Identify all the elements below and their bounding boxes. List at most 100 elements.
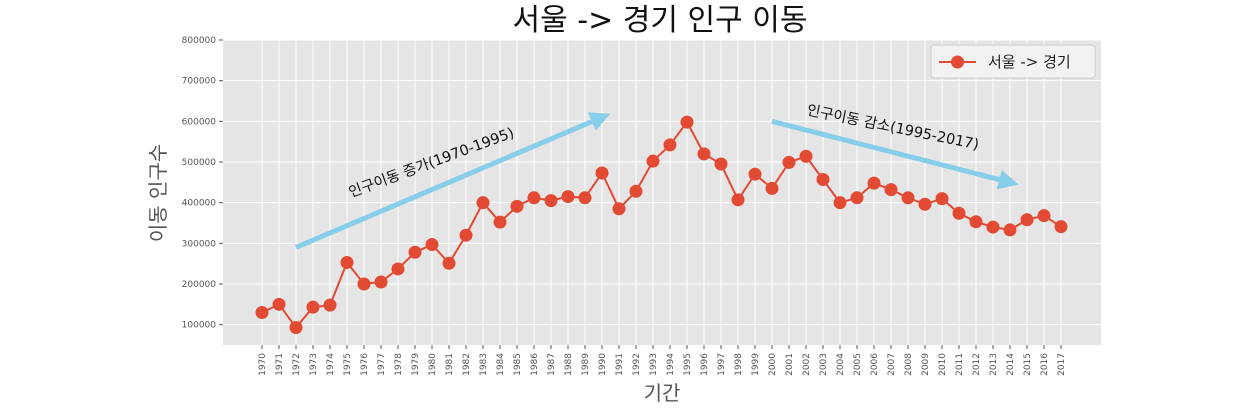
y-tick-label: 800000 <box>182 36 217 46</box>
y-tick-label: 400000 <box>182 199 217 209</box>
data-point <box>442 256 456 270</box>
data-point <box>714 157 728 171</box>
data-point <box>374 275 388 289</box>
x-tick-label: 2012 <box>972 353 982 376</box>
data-point <box>459 228 473 242</box>
x-tick-label: 1975 <box>343 353 353 376</box>
data-point <box>1003 223 1017 237</box>
plot-area <box>223 40 1101 345</box>
x-tick-label: 1981 <box>445 353 455 376</box>
data-point <box>391 262 405 276</box>
data-point <box>952 206 966 220</box>
x-tick-label: 2015 <box>1023 353 1033 376</box>
data-point <box>408 245 422 259</box>
x-tick-label: 2009 <box>921 353 931 376</box>
x-tick-label: 1996 <box>700 353 710 376</box>
data-point <box>357 277 371 291</box>
data-point <box>986 220 1000 234</box>
x-tick-label: 1986 <box>530 353 540 376</box>
data-point <box>1037 209 1051 223</box>
x-tick-label: 1974 <box>326 353 336 376</box>
x-tick-label: 1977 <box>377 353 387 376</box>
x-tick-label: 1985 <box>513 353 523 376</box>
x-tick-label: 1971 <box>275 353 285 376</box>
x-tick-label: 1978 <box>394 353 404 376</box>
x-tick-label: 2005 <box>853 353 863 376</box>
data-point <box>612 202 626 216</box>
x-tick-label: 1989 <box>581 353 591 376</box>
data-point <box>289 321 303 335</box>
y-tick-label: 600000 <box>182 117 217 127</box>
x-axis-title: 기간 <box>644 381 681 405</box>
x-tick-label: 2010 <box>938 353 948 376</box>
x-tick-label: 1984 <box>496 353 506 376</box>
x-tick-label: 2003 <box>819 353 829 376</box>
data-point <box>816 172 830 186</box>
data-point <box>425 238 439 252</box>
data-point <box>731 193 745 207</box>
x-tick-label: 2016 <box>1040 353 1050 376</box>
x-tick-label: 1976 <box>360 353 370 376</box>
data-point <box>935 192 949 206</box>
y-axis-title: 이동 인구수 <box>146 144 170 242</box>
x-tick-label: 1992 <box>632 353 642 376</box>
data-point <box>884 183 898 197</box>
x-tick-label: 2013 <box>989 353 999 376</box>
x-tick-label: 2000 <box>768 353 778 376</box>
legend-label: 서울 -> 경기 <box>988 53 1071 71</box>
x-tick-label: 1973 <box>309 353 319 376</box>
x-tick-label: 2002 <box>802 353 812 376</box>
x-tick-label: 2017 <box>1057 353 1067 376</box>
data-point <box>918 197 932 211</box>
data-point <box>527 191 541 205</box>
x-tick-label: 1972 <box>292 353 302 376</box>
chart-title: 서울 -> 경기 인구 이동 <box>513 3 808 38</box>
x-tick-label: 1994 <box>666 353 676 376</box>
data-point <box>1054 220 1068 234</box>
y-tick-label: 300000 <box>182 239 217 249</box>
x-tick-label: 2014 <box>1006 353 1016 376</box>
x-tick-label: 2006 <box>870 353 880 376</box>
data-point <box>544 194 558 208</box>
x-axis-ticks: 1970 1971 1972 1973 1974 1975 1976 1977 1978 1979… <box>258 345 1067 376</box>
x-tick-label: 1982 <box>462 353 472 376</box>
x-tick-label: 1997 <box>717 353 727 376</box>
data-point <box>901 191 915 205</box>
data-point <box>578 191 592 205</box>
x-tick-label: 1990 <box>598 353 608 376</box>
legend-box <box>930 44 1096 79</box>
legend-marker-sample <box>951 55 964 69</box>
data-point <box>799 149 813 163</box>
data-point <box>1020 213 1034 227</box>
data-point <box>680 115 694 129</box>
x-tick-label: 1995 <box>683 353 693 376</box>
x-tick-label: 1998 <box>734 353 744 376</box>
y-axis-ticks: 100000 200000 300000 400000 500000 600000 7000… <box>182 36 223 331</box>
x-tick-label: 1970 <box>258 353 268 376</box>
x-tick-label: 2004 <box>836 353 846 376</box>
x-tick-label: 1991 <box>615 353 625 376</box>
data-point <box>765 181 779 195</box>
data-point <box>782 155 796 169</box>
grid-lines <box>223 39 1101 345</box>
data-point <box>833 196 847 210</box>
x-tick-label: 1983 <box>479 353 489 376</box>
data-point <box>850 191 864 205</box>
data-point <box>255 305 269 319</box>
x-tick-label: 2007 <box>887 353 897 376</box>
data-point <box>697 147 711 161</box>
x-tick-label: 1980 <box>428 353 438 376</box>
x-tick-label: 2011 <box>955 353 965 376</box>
data-point <box>646 154 660 168</box>
legend: 서울 -> 경기 <box>930 44 1096 79</box>
x-tick-label: 2008 <box>904 353 914 376</box>
annotation-arrow <box>771 118 1019 190</box>
y-tick-label: 700000 <box>182 77 217 87</box>
data-point <box>561 190 575 204</box>
data-point <box>510 199 524 213</box>
data-point <box>306 300 320 314</box>
y-tick-label: 500000 <box>182 158 217 168</box>
x-tick-label: 1987 <box>547 353 557 376</box>
data-point <box>340 255 354 269</box>
